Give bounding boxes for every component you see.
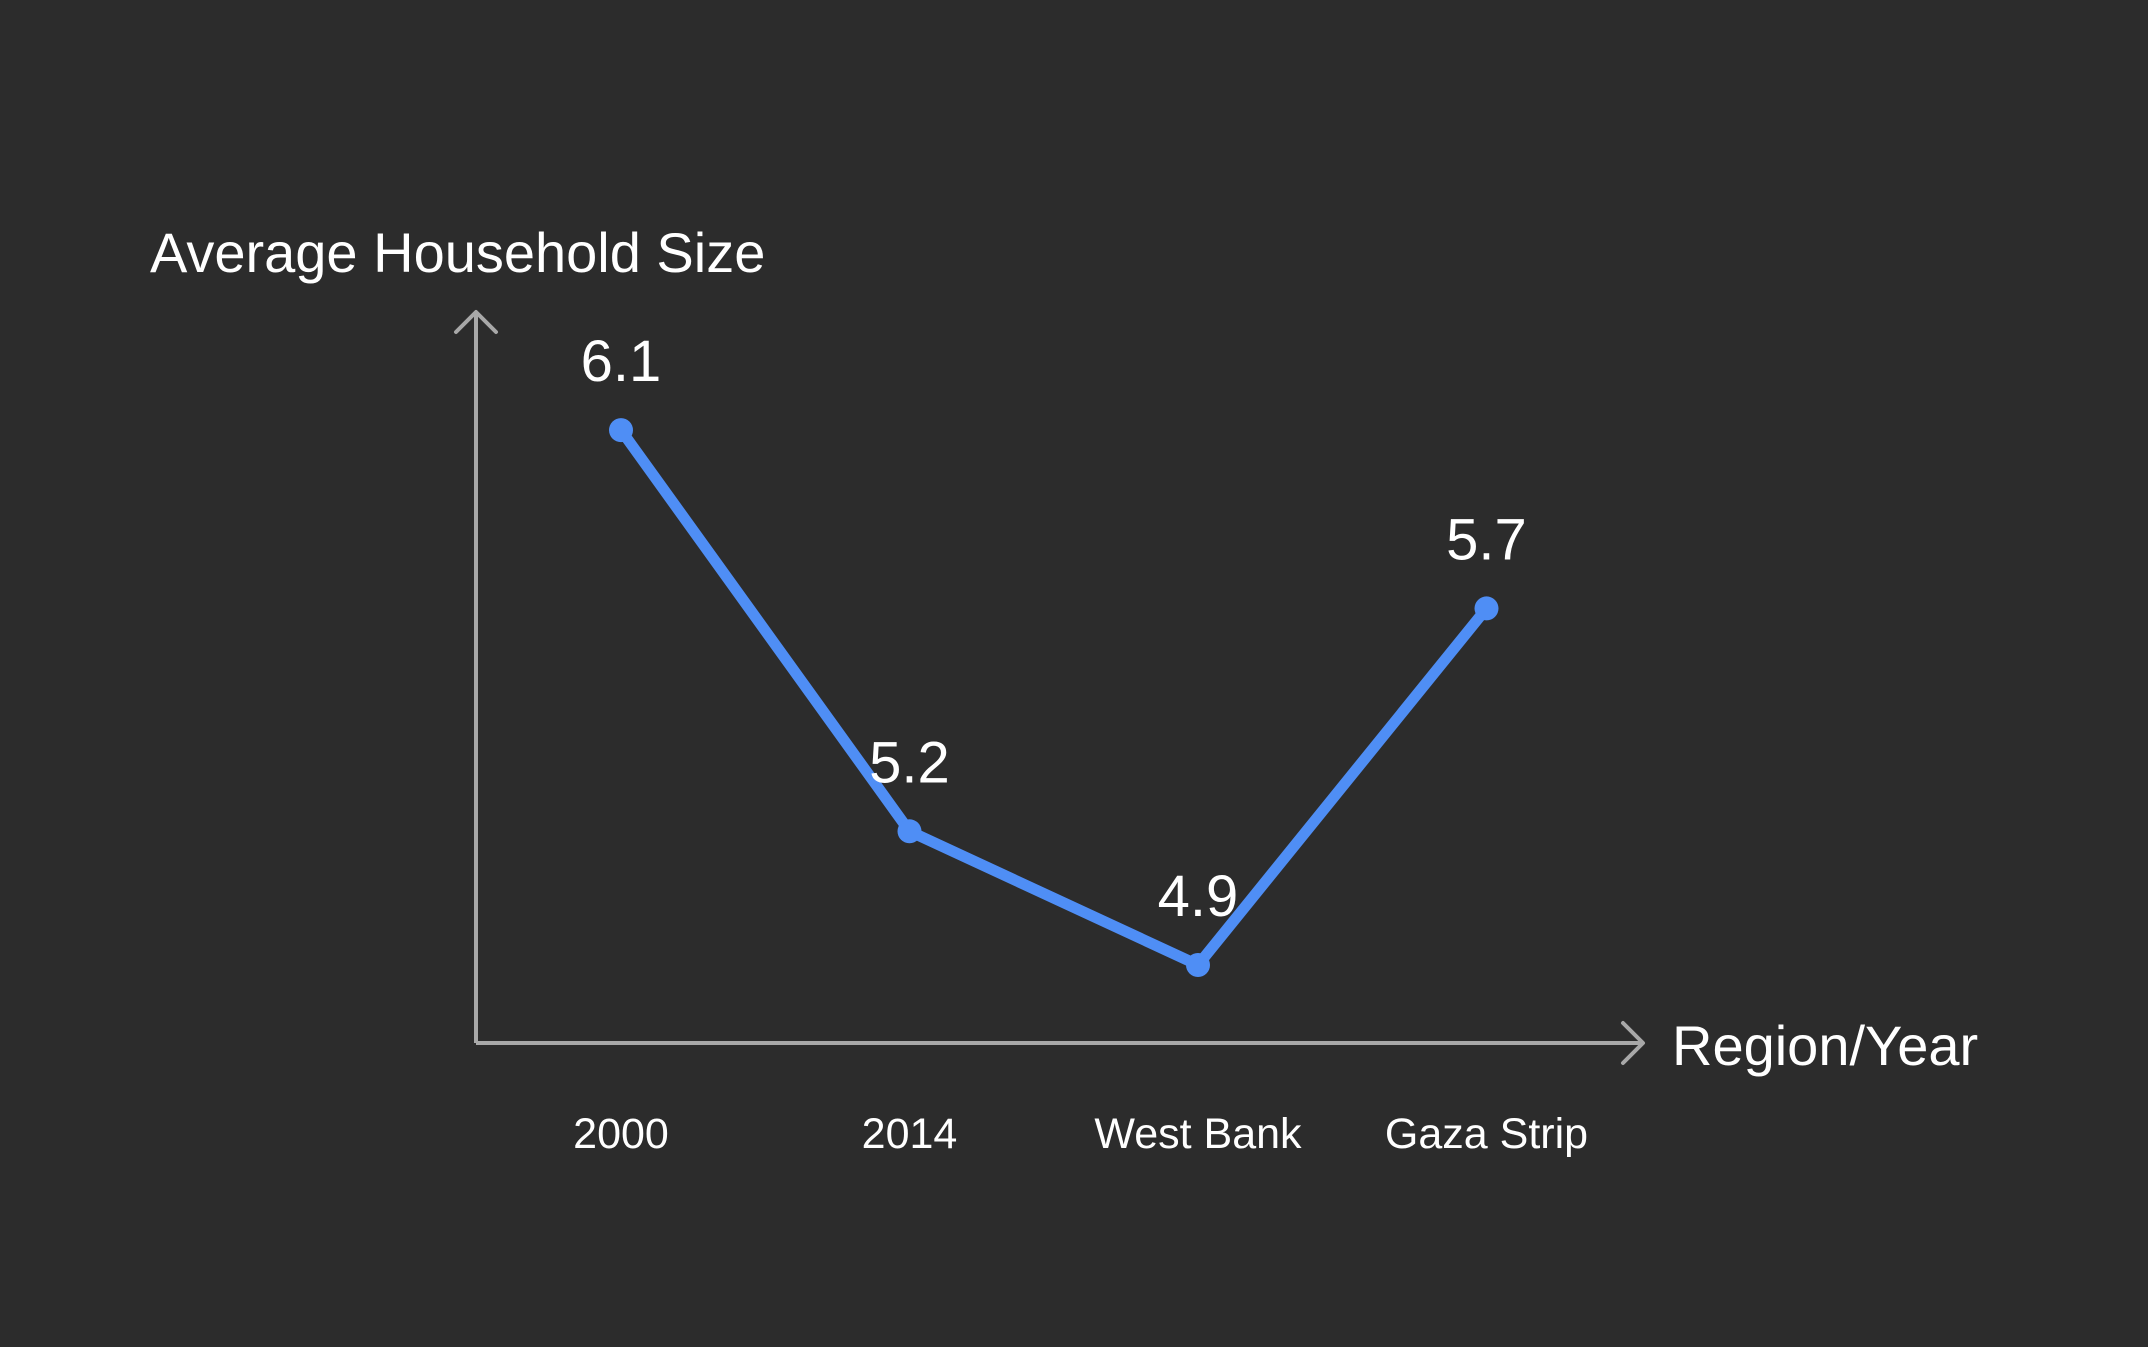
data-point bbox=[1474, 596, 1499, 621]
series-line bbox=[615, 424, 1492, 971]
x-tick-label: Gaza Strip bbox=[1385, 1110, 1588, 1158]
x-tick-label: 2014 bbox=[862, 1110, 958, 1158]
y-axis-title: Average Household Size bbox=[150, 221, 765, 284]
x-axis-arrowhead bbox=[1621, 1021, 1645, 1065]
data-point bbox=[609, 418, 633, 443]
data-point bbox=[897, 819, 922, 844]
data-label: 5.7 bbox=[1446, 507, 1527, 572]
data-label: 5.2 bbox=[869, 730, 950, 795]
x-tick-label: 2000 bbox=[573, 1110, 669, 1158]
data-label: 4.9 bbox=[1158, 864, 1239, 929]
data-labels: 6.1 5.2 4.9 5.7 bbox=[581, 329, 1527, 929]
x-tick-label: West Bank bbox=[1094, 1110, 1302, 1158]
x-axis-title: Region/Year bbox=[1672, 1014, 1978, 1077]
x-tick-labels: 2000 2014 West Bank Gaza Strip bbox=[573, 1110, 1588, 1158]
data-label: 6.1 bbox=[581, 329, 662, 394]
data-point bbox=[1186, 953, 1210, 977]
series-layer bbox=[609, 418, 1499, 977]
y-axis-arrowhead bbox=[454, 310, 498, 334]
